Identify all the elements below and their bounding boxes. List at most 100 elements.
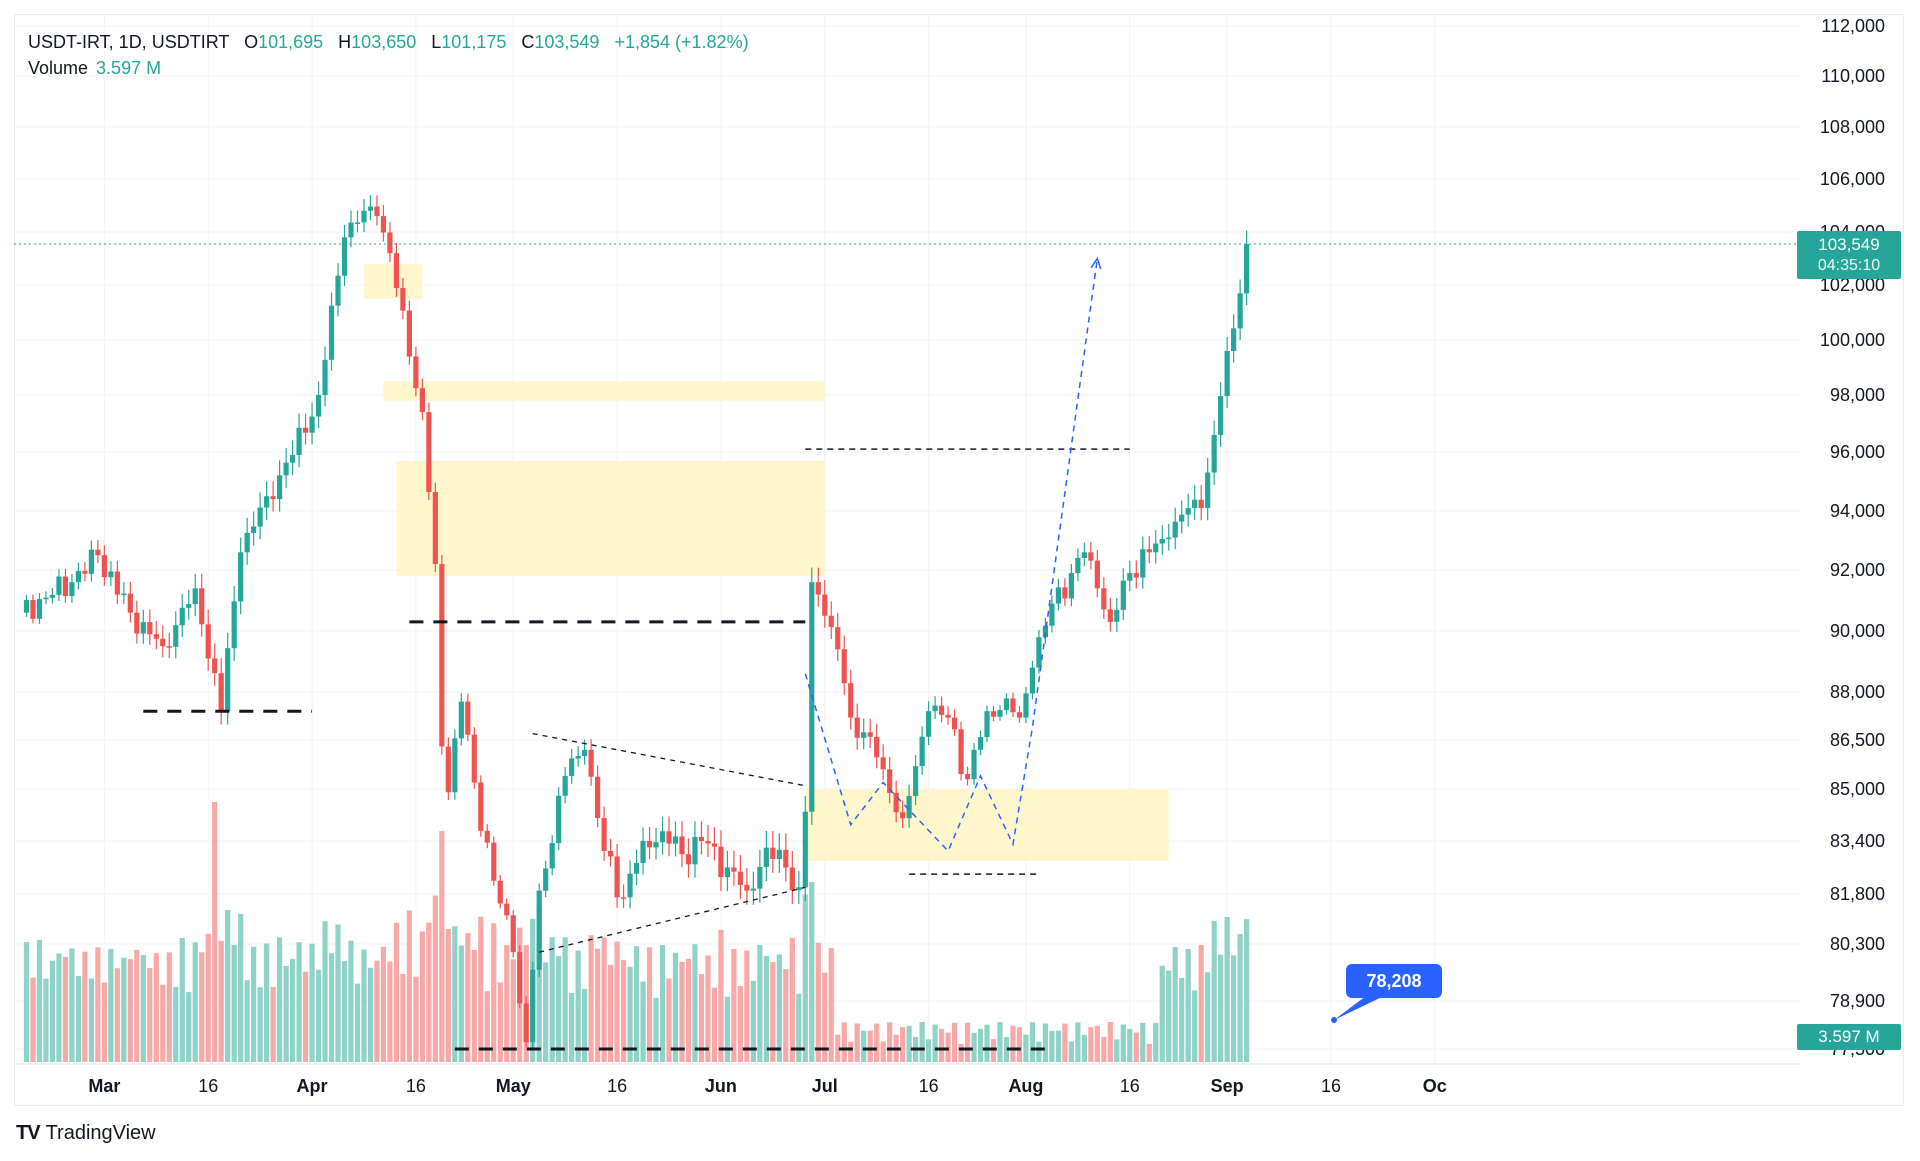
volume-tag: 3.597 M: [1797, 1024, 1901, 1050]
candle-body: [1211, 434, 1217, 473]
candle-body: [153, 634, 159, 639]
volume-bar: [1140, 1022, 1146, 1062]
candle-body: [134, 612, 140, 634]
volume-bar: [160, 984, 166, 1062]
volume-bar: [802, 894, 808, 1062]
candle-body: [1029, 667, 1036, 694]
candle-body: [575, 755, 581, 759]
volume-bar: [828, 947, 834, 1062]
volume-bar: [1205, 972, 1211, 1062]
candle-body: [607, 850, 614, 857]
y-tick-label: 88,000: [1830, 682, 1885, 702]
candle-body: [984, 711, 990, 738]
volume-bar: [251, 946, 257, 1062]
candle-body: [1237, 293, 1243, 329]
volume-bar: [1062, 1023, 1068, 1062]
last-price-value: 103,549: [1818, 235, 1880, 254]
open-label: O: [244, 32, 259, 52]
candle-body: [231, 601, 237, 649]
candle-body: [49, 594, 56, 598]
y-tick-label: 81,800: [1830, 884, 1885, 904]
candle-body: [264, 496, 270, 508]
volume-bar: [1120, 1024, 1126, 1062]
note-bubble[interactable]: 78,208: [1346, 964, 1442, 998]
chart-frame[interactable]: [14, 14, 1904, 1106]
volume-bar: [1088, 1027, 1094, 1062]
volume-bar: [880, 1041, 886, 1062]
candle-body: [705, 841, 711, 844]
chart-legend: USDT-IRT, 1D, USDTIRT O101,695 H103,650 …: [28, 32, 749, 53]
candle-body: [1179, 514, 1185, 522]
high-label: H: [338, 32, 352, 52]
volume-bar: [205, 933, 211, 1062]
volume-bar: [997, 1022, 1003, 1062]
volume-bar: [556, 955, 562, 1062]
candle-body: [465, 701, 471, 735]
candle-body: [582, 749, 588, 756]
candle-body: [491, 842, 497, 881]
volume-bar: [1081, 1034, 1087, 1062]
candle-body: [341, 237, 348, 276]
candle-body: [1146, 549, 1152, 553]
volume-bar: [289, 958, 296, 1062]
volume-bar: [374, 960, 380, 1062]
volume-bar: [938, 1028, 945, 1062]
x-tick-label: Aug: [1008, 1076, 1043, 1096]
candle-body: [354, 222, 361, 224]
candle-body: [711, 843, 718, 847]
x-tick-label: 16: [406, 1076, 426, 1096]
volume-bar: [887, 1022, 893, 1062]
candle-body: [672, 836, 679, 844]
candle-body: [958, 729, 964, 775]
volume-bar: [127, 959, 133, 1062]
volume-bar: [919, 1022, 925, 1062]
candle-body: [640, 841, 646, 863]
volume-bar: [367, 967, 374, 1062]
volume-bar: [595, 948, 601, 1062]
volume-bar: [1049, 1030, 1055, 1062]
volume-bar: [199, 952, 205, 1062]
low-label: L: [431, 32, 442, 52]
volume-bar: [770, 962, 776, 1062]
volume-bar: [1192, 990, 1198, 1062]
brand[interactable]: TV TradingView: [16, 1122, 156, 1145]
volume-bar: [835, 1034, 841, 1062]
candle-body: [1101, 588, 1107, 610]
volume-bar: [192, 942, 198, 1062]
candle-body: [770, 847, 776, 859]
open-value: 101,695: [258, 32, 324, 52]
candle-body: [1185, 508, 1191, 515]
candle-body: [23, 600, 30, 613]
candle-body: [997, 710, 1003, 717]
candle-body: [30, 600, 36, 619]
candle-body: [692, 836, 698, 865]
volume-bar: [569, 992, 575, 1062]
candle-body: [549, 843, 555, 869]
volume-bar: [666, 978, 672, 1062]
candle-body: [289, 454, 296, 463]
volume-bar: [620, 960, 627, 1062]
volume-bar: [672, 952, 679, 1062]
candle-body: [848, 683, 854, 718]
volume-bar: [348, 940, 354, 1062]
candle-body: [685, 854, 692, 865]
candle-body: [484, 830, 490, 843]
volume-bar: [1244, 919, 1250, 1062]
volume-bar: [588, 935, 594, 1062]
candle-body: [244, 532, 250, 553]
volume-bar: [633, 946, 640, 1062]
candle-body: [776, 849, 782, 859]
volume-bar: [439, 831, 445, 1062]
candle-body: [1062, 587, 1068, 599]
supply-demand-zone: [396, 460, 825, 577]
volume-bar: [69, 948, 75, 1062]
candle-body: [614, 856, 620, 898]
tradingview-logo-icon: TV: [16, 1122, 41, 1144]
y-tick-label: 86,500: [1830, 730, 1885, 750]
volume-bar: [387, 961, 393, 1062]
volume-bar: [789, 937, 795, 1062]
candle-body: [828, 615, 834, 628]
candle-body: [789, 867, 795, 891]
candle-body: [504, 903, 510, 916]
